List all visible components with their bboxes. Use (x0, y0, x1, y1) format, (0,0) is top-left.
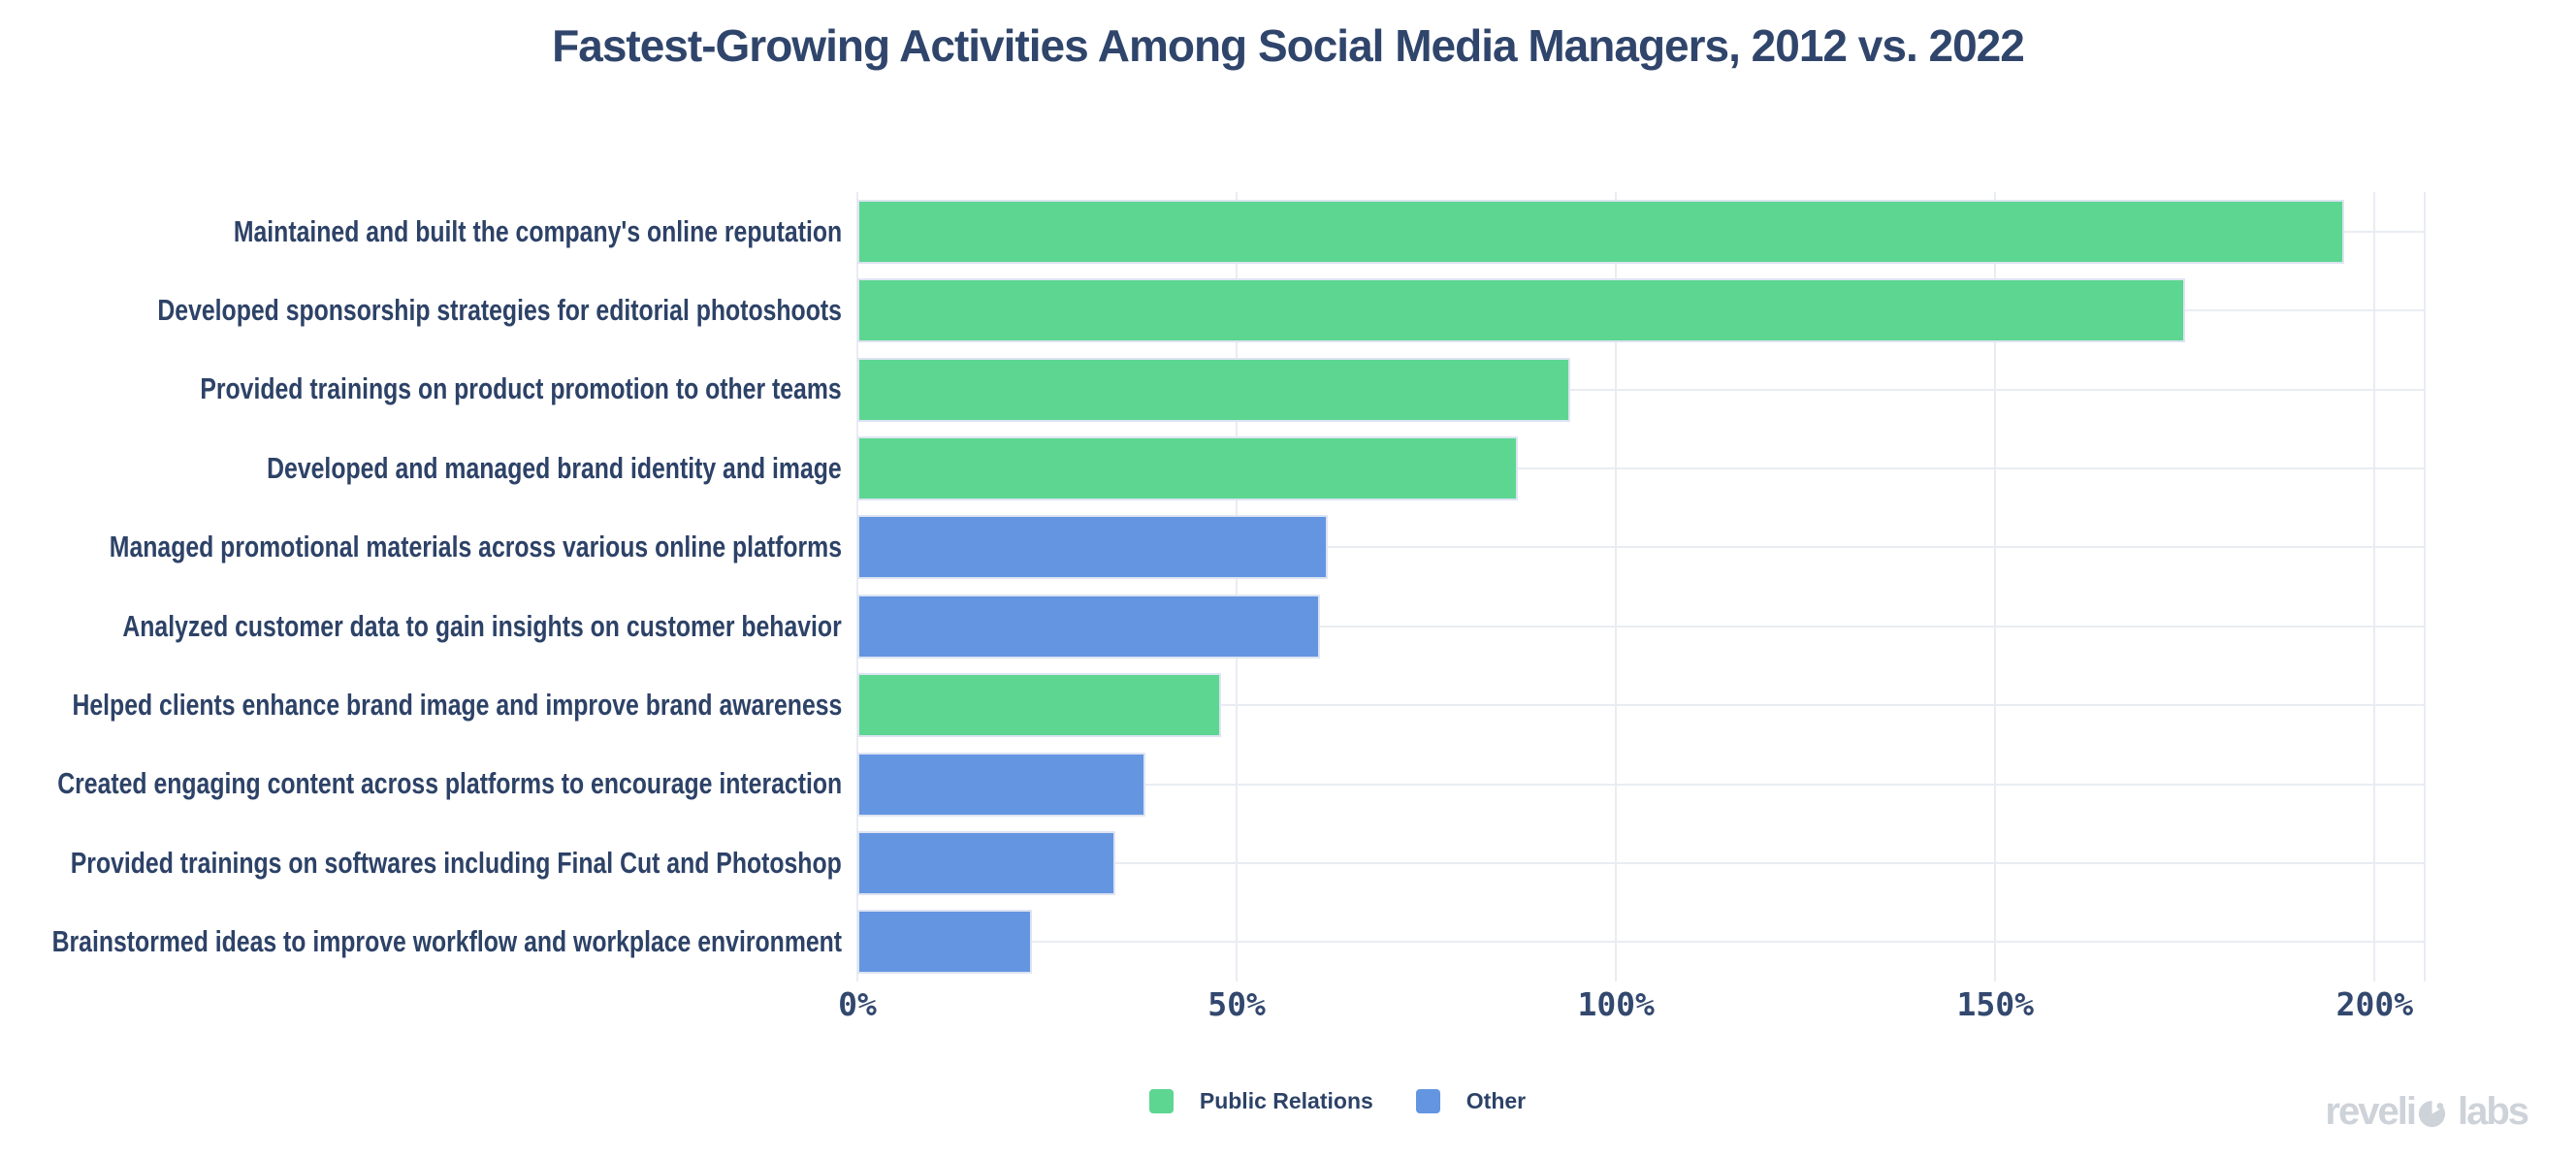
revelio-labs-logo: reveli labs (2325, 1086, 2529, 1137)
x-axis: 0% 50% 100% 150% 200% (838, 985, 2425, 1030)
bar[interactable] (857, 673, 1222, 738)
category-label: Developed sponsorship strategies for edi… (0, 271, 842, 349)
category-label: Helped clients enhance brand image and i… (0, 665, 842, 744)
bar[interactable] (857, 830, 1115, 895)
category-label: Brainstormed ideas to improve workflow a… (0, 903, 842, 981)
horizontal-gridline (857, 783, 2425, 786)
bar[interactable] (857, 278, 2185, 343)
category-label-text: Created engaging content across platform… (57, 766, 842, 801)
revelio-o-mark-icon (2418, 1100, 2446, 1127)
category-label-text: Analyzed customer data to gain insights … (122, 608, 842, 643)
legend-item[interactable]: Other (1415, 1088, 1527, 1114)
legend-item[interactable]: Public Relations (1148, 1088, 1373, 1114)
category-labels: Maintained and built the company's onlin… (0, 192, 842, 981)
legend-swatch-icon (1148, 1089, 1174, 1113)
vertical-gridline (1615, 192, 1618, 981)
vertical-gridline (856, 192, 858, 981)
category-label: Developed and managed brand identity and… (0, 429, 842, 507)
plot-area (856, 192, 2426, 981)
category-label: Created engaging content across platform… (0, 745, 842, 823)
logo-text-after-mark: labs (2457, 1089, 2529, 1133)
chart-title: Fastest-Growing Activities Among Social … (552, 20, 2025, 71)
category-label: Provided trainings on product promotion … (0, 350, 842, 429)
x-tick-label: 100% (1577, 985, 1655, 1023)
logo-text-before-mark: reveli (2325, 1089, 2417, 1133)
category-label: Managed promotional materials across var… (0, 508, 842, 587)
legend-label: Other (1465, 1088, 1527, 1113)
bar[interactable] (857, 910, 1032, 975)
bar[interactable] (857, 357, 1571, 422)
x-tick-label: 200% (2335, 985, 2414, 1023)
category-label: Maintained and built the company's onlin… (0, 192, 842, 271)
vertical-gridline (1994, 192, 1997, 981)
horizontal-gridline (857, 861, 2425, 864)
category-label-text: Provided trainings on product promotion … (200, 371, 842, 406)
category-label-text: Developed and managed brand identity and… (267, 450, 842, 485)
plot-right-edge-line (2424, 192, 2426, 981)
bar[interactable] (857, 435, 1518, 500)
bar[interactable] (857, 199, 2345, 264)
horizontal-gridline (857, 388, 2425, 391)
legend-label: Public Relations (1199, 1088, 1373, 1113)
horizontal-gridline (857, 546, 2425, 549)
category-label-text: Developed sponsorship strategies for edi… (157, 293, 842, 328)
bar[interactable] (857, 515, 1328, 580)
category-label: Provided trainings on softwares includin… (0, 823, 842, 902)
category-label-text: Managed promotional materials across var… (109, 530, 842, 564)
x-tick-label: 150% (1956, 985, 2035, 1023)
legend: Public Relations Other (49, 1088, 2576, 1114)
horizontal-gridline (857, 466, 2425, 469)
vertical-gridline (1236, 192, 1239, 981)
category-label-text: Provided trainings on softwares includin… (70, 845, 842, 880)
x-tick-label: 0% (838, 985, 877, 1023)
horizontal-gridline (857, 625, 2425, 627)
horizontal-gridline (857, 941, 2425, 944)
category-label-text: Brainstormed ideas to improve workflow a… (51, 924, 842, 959)
category-label-text: Maintained and built the company's onlin… (233, 213, 842, 248)
category-label: Analyzed customer data to gain insights … (0, 587, 842, 665)
legend-swatch-icon (1415, 1089, 1440, 1113)
horizontal-gridline (857, 704, 2425, 707)
x-tick-label: 50% (1208, 985, 1266, 1023)
vertical-gridline (2373, 192, 2376, 981)
bar[interactable] (857, 752, 1146, 817)
category-label-text: Helped clients enhance brand image and i… (72, 688, 842, 723)
bar[interactable] (857, 594, 1321, 659)
